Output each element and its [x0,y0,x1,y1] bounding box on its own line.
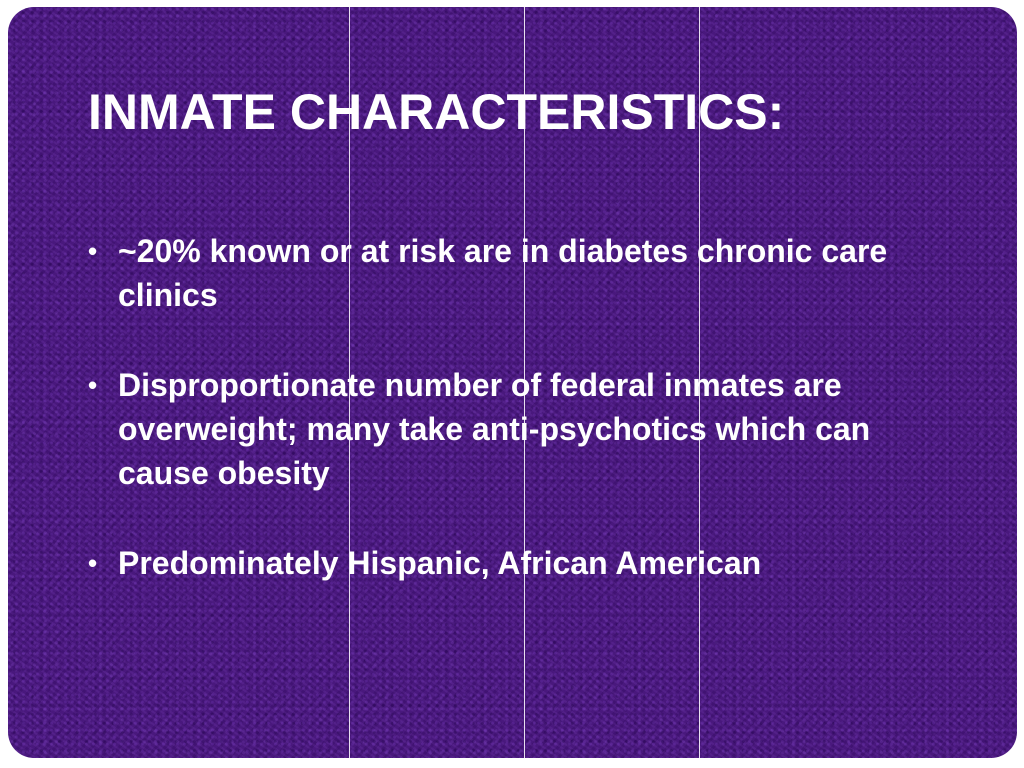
bullet-icon: • [88,370,98,400]
bullet-text: ~20% known or at risk are in diabetes ch… [118,233,888,313]
bullet-text: Predominately Hispanic, African American [118,545,762,581]
bullet-icon: • [88,236,98,266]
bullet-item: • Predominately Hispanic, African Americ… [88,541,948,585]
slide: INMATE CHARACTERISTICS: • ~20% known or … [8,7,1017,758]
slide-title: INMATE CHARACTERISTICS: [88,84,785,140]
bullet-item: • Disproportionate number of federal inm… [88,363,948,495]
bullet-list: • ~20% known or at risk are in diabetes … [88,229,948,585]
vertical-divider-line [699,7,700,758]
vertical-divider-line [349,7,350,758]
bullet-item: • ~20% known or at risk are in diabetes … [88,229,948,317]
bullet-text: Disproportionate number of federal inmat… [118,367,871,491]
bullet-icon: • [88,548,98,578]
vertical-divider-line [524,7,525,758]
